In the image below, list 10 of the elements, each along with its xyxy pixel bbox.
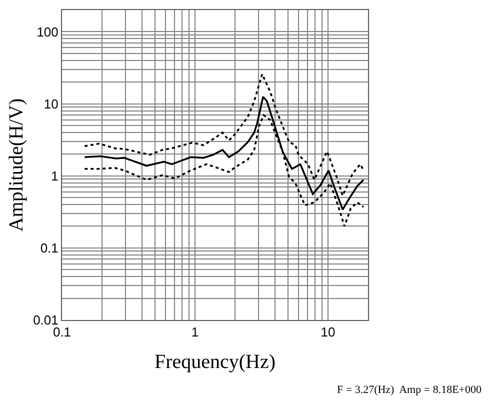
y-tick-label: 100 [36,24,58,40]
y-tick-label: 0.1 [40,240,58,256]
x-tick-label: 10 [320,324,336,340]
y-tick-label: 1 [51,168,58,184]
text: F = 3.27(Hz) Amp = 8.18E+000 [337,384,482,396]
y-axis-title: Amplitude(H/V) [6,98,28,232]
x-axis-title: Frequency(Hz) [154,351,276,374]
y-tick-label: 0.01 [33,312,58,328]
y-tick-label: 10 [44,96,58,112]
x-tick-label: 1 [191,324,199,340]
